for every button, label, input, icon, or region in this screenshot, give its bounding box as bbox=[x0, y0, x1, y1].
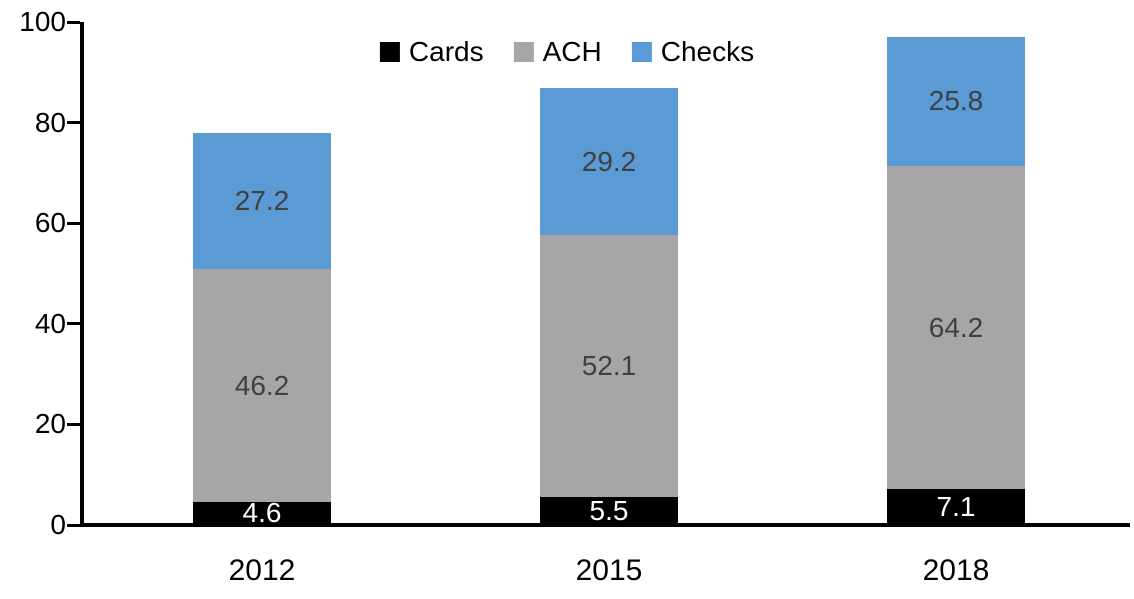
legend-swatch-ach bbox=[513, 42, 534, 62]
y-tick-label-80: 80 bbox=[34, 106, 66, 138]
x-axis-line bbox=[80, 523, 1130, 527]
bar-segment-cards-2012: 4.6 bbox=[193, 497, 331, 529]
y-tick-20 bbox=[67, 422, 80, 426]
legend-swatch-cards bbox=[379, 42, 400, 62]
bar-segment-cards-2015: 5.5 bbox=[540, 497, 678, 525]
legend-label-cards: Cards bbox=[408, 36, 484, 67]
bar-value-label-ach-2012: 46.2 bbox=[234, 369, 290, 401]
bar-value-label-cards-2015: 5.5 bbox=[589, 495, 629, 527]
legend-label-checks: Checks bbox=[660, 36, 755, 67]
x-axis-label-2015: 2015 bbox=[575, 554, 643, 587]
y-axis-line bbox=[80, 22, 84, 527]
y-tick-0 bbox=[67, 523, 80, 527]
y-tick-40 bbox=[67, 322, 80, 326]
y-tick-label-0: 0 bbox=[50, 509, 66, 540]
legend-swatch-checks bbox=[631, 42, 652, 62]
bar-segment-ach-2015: 52.1 bbox=[540, 235, 678, 498]
legend-label-ach: ACH bbox=[542, 36, 602, 67]
bar-value-label-checks-2015: 29.2 bbox=[581, 145, 637, 177]
legend-item-cards: Cards bbox=[379, 36, 484, 67]
y-tick-label-20: 20 bbox=[34, 408, 66, 440]
x-axis-label-2012: 2012 bbox=[228, 554, 296, 587]
y-tick-80 bbox=[67, 121, 80, 125]
bar-segment-checks-2018: 25.8 bbox=[887, 36, 1025, 167]
bar-value-label-cards-2012: 4.6 bbox=[242, 497, 282, 529]
y-tick-100 bbox=[67, 20, 80, 24]
bar-value-label-cards-2018: 7.1 bbox=[936, 491, 976, 523]
bar-segment-checks-2012: 27.2 bbox=[193, 132, 331, 270]
bar-value-label-checks-2012: 27.2 bbox=[234, 185, 290, 217]
legend-item-checks: Checks bbox=[631, 36, 755, 67]
bar-value-label-checks-2018: 25.8 bbox=[928, 85, 984, 117]
y-tick-label-40: 40 bbox=[34, 307, 66, 339]
y-tick-60 bbox=[67, 221, 80, 225]
y-tick-label-100: 100 bbox=[19, 6, 66, 37]
y-tick-label-60: 60 bbox=[34, 207, 66, 239]
x-axis-label-2018: 2018 bbox=[922, 554, 990, 587]
bar-value-label-ach-2018: 64.2 bbox=[928, 311, 984, 343]
bar-segment-ach-2012: 46.2 bbox=[193, 269, 331, 502]
bar-segment-cards-2018: 7.1 bbox=[887, 489, 1025, 525]
bar-segment-ach-2018: 64.2 bbox=[887, 166, 1025, 490]
bar-segment-checks-2015: 29.2 bbox=[540, 88, 678, 236]
legend-item-ach: ACH bbox=[513, 36, 602, 67]
bar-value-label-ach-2015: 52.1 bbox=[581, 350, 637, 382]
legend: Cards ACH Checks bbox=[379, 36, 755, 67]
